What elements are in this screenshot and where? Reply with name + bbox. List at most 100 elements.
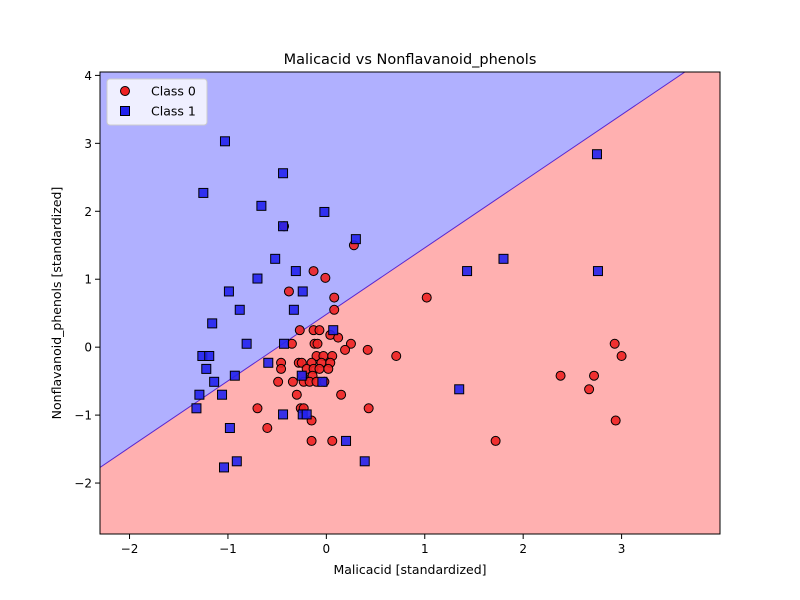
class-0-point-50 [306, 435, 317, 446]
x-tick-label-5: 3 [618, 542, 626, 556]
class-1-point-21 [279, 338, 290, 349]
x-tick-label-2: 0 [323, 542, 331, 556]
class-0-point-29 [276, 363, 287, 374]
class-1-point-17 [234, 304, 245, 315]
class-0-point-5 [329, 292, 340, 303]
class-0-point-32 [314, 363, 325, 374]
data-points [191, 136, 627, 473]
class-1-point-12 [592, 266, 603, 277]
class-0-point-2 [308, 266, 319, 277]
class-0-point-3 [320, 272, 331, 283]
class-0-point-7 [329, 304, 340, 315]
x-tick-label-4: 2 [519, 542, 527, 556]
class-1-point-14 [223, 286, 234, 297]
y-tick-label-6: 4 [84, 69, 92, 83]
legend-box [106, 78, 208, 126]
class-1-point-27 [229, 370, 240, 381]
class-1-point-36 [301, 409, 312, 420]
class-1-point-25 [201, 363, 212, 374]
class-1-point-13 [591, 149, 602, 160]
class-1-point-9 [290, 266, 301, 277]
class-1-point-28 [209, 376, 220, 387]
class-1-point-4 [319, 206, 330, 217]
y-tick-label-0: −2 [74, 477, 92, 491]
class-1-point-37 [224, 423, 235, 434]
class-1-point-40 [219, 462, 229, 473]
class-1-point-11 [498, 253, 509, 264]
class-0-point-55 [584, 384, 595, 395]
class-1-point-18 [207, 318, 218, 329]
class-0-point-49 [262, 423, 273, 434]
class-1-point-33 [191, 403, 202, 414]
plot-frame [99, 71, 721, 535]
class-0-point-43 [336, 389, 347, 400]
class-0-point-33 [323, 363, 334, 374]
class-1-point-0 [219, 136, 230, 147]
class-0-decision-region [100, 72, 720, 534]
class-1-point-16 [288, 304, 299, 315]
class-1-point-7 [270, 253, 281, 264]
class-0-point-56 [609, 338, 620, 349]
y-tick-label-2: 0 [84, 341, 92, 355]
chart-title: Malicacid vs Nonflavanoid_phenols [284, 52, 537, 68]
x-tick-label-1: −1 [219, 542, 237, 556]
class-1-point-31 [217, 389, 228, 400]
class-1-point-19 [328, 325, 339, 336]
legend-label-class-0: Class 0 [151, 84, 196, 99]
legend-marker-class-0 [120, 86, 130, 96]
y-tick-label-1: −1 [74, 409, 92, 423]
class-1-point-38 [341, 435, 352, 446]
class-1-point-34 [278, 409, 289, 420]
legend: Class 0 Class 1 [106, 78, 208, 126]
class-1-point-29 [317, 376, 328, 387]
class-1-point-24 [263, 357, 274, 368]
legend-label-class-1: Class 1 [151, 104, 196, 119]
class-1-point-41 [359, 456, 370, 467]
x-tick-label-3: 1 [421, 542, 429, 556]
x-axis-ticks: −2 −1 0 1 2 3 [121, 534, 626, 556]
class-1-point-3 [256, 200, 267, 211]
class-0-point-18 [362, 344, 373, 355]
class-1-decision-region [100, 72, 720, 468]
class-0-point-17 [340, 344, 351, 355]
class-1-point-8 [252, 273, 263, 284]
class-1-point-39 [231, 456, 242, 467]
class-0-point-57 [616, 350, 627, 361]
x-tick-label-0: −2 [121, 542, 139, 556]
class-1-point-30 [194, 389, 205, 400]
y-axis-label: Nonflavanoid_phenols [standardized] [49, 187, 64, 420]
class-0-point-46 [252, 403, 263, 414]
class-0-point-15 [312, 338, 323, 349]
class-1-point-6 [350, 234, 361, 245]
class-0-point-8 [294, 325, 305, 336]
legend-marker-class-1 [120, 106, 130, 116]
class-1-point-2 [198, 187, 209, 198]
class-0-point-4 [283, 286, 294, 297]
plot-area [100, 72, 720, 534]
class-0-point-52 [490, 435, 501, 446]
class-0-point-51 [327, 435, 338, 446]
class-0-point-16 [345, 338, 356, 349]
class-0-point-58 [610, 415, 621, 426]
class-0-point-42 [291, 389, 302, 400]
class-1-point-5 [278, 221, 289, 232]
class-1-point-23 [204, 350, 215, 361]
class-1-point-20 [241, 338, 252, 349]
class-1-point-1 [278, 168, 289, 179]
y-tick-label-5: 3 [84, 137, 92, 151]
class-1-point-32 [454, 384, 465, 395]
y-tick-label-4: 2 [84, 205, 92, 219]
class-1-point-10 [462, 266, 473, 277]
class-0-point-19 [391, 350, 402, 361]
class-0-point-6 [421, 292, 432, 303]
class-0-point-36 [273, 376, 284, 387]
class-1-point-26 [296, 370, 307, 381]
class-0-point-37 [287, 376, 298, 387]
y-axis-ticks: −2 −1 0 1 2 3 4 [74, 69, 100, 491]
class-0-point-47 [363, 403, 374, 414]
y-tick-label-3: 1 [84, 273, 92, 287]
class-1-point-15 [297, 286, 308, 297]
class-0-point-53 [555, 370, 566, 381]
class-0-point-54 [589, 370, 600, 381]
